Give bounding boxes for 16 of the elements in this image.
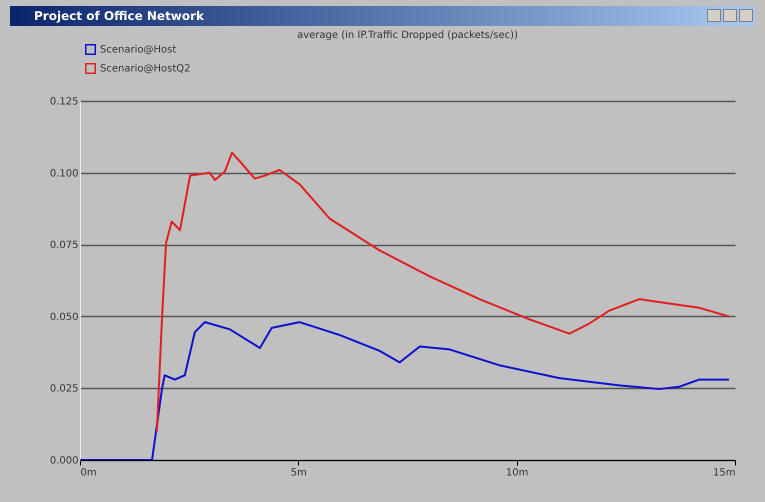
x-tick-label: 15m	[713, 468, 736, 478]
y-tick-label: 0.100	[50, 168, 78, 180]
y-tick-label: 0.050	[50, 312, 78, 323]
x-tick-label: 0m	[80, 468, 97, 478]
x-tick-label: 10m	[506, 468, 528, 478]
chart-subtitle: average (in IP.Traffic Dropped (packets/sec))	[297, 30, 518, 41]
legend-label: Scenario@Host	[100, 44, 176, 56]
x-tick-label: 5m	[290, 468, 307, 478]
y-tick-label: 0.025	[50, 384, 78, 395]
line-series	[156, 152, 730, 432]
line-series	[80, 321, 730, 460]
y-tick-label: 0.000	[50, 456, 78, 466]
y-tick-label: 0.075	[50, 240, 78, 252]
chart-title: Project of Office Network	[34, 9, 204, 23]
y-tick-label: 0.125	[50, 96, 78, 108]
legend-label: Scenario@HostQ2	[100, 64, 190, 74]
